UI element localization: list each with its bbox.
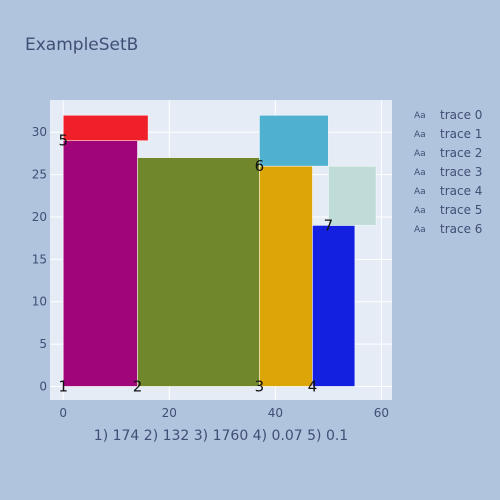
legend-label: trace 3 — [440, 165, 482, 179]
legend-label: trace 1 — [440, 127, 482, 141]
legend-text-symbol-icon: Aa — [414, 187, 426, 197]
legend-label: trace 5 — [440, 203, 482, 217]
bar-7[interactable] — [328, 165, 377, 226]
x-tick-label: 0 — [59, 406, 67, 420]
legend-item[interactable]: Aa trace 6 — [414, 222, 482, 236]
bar-6[interactable] — [259, 115, 329, 167]
legend-text-symbol-icon: Aa — [414, 168, 426, 178]
bar-4[interactable] — [312, 225, 356, 387]
chart-title: ExampleSetB — [25, 35, 138, 55]
legend-item[interactable]: Aa trace 3 — [414, 165, 482, 179]
bar-2[interactable] — [137, 157, 260, 387]
bar-5[interactable] — [63, 115, 149, 141]
legend-label: trace 0 — [440, 108, 482, 122]
y-tick-label: 20 — [32, 210, 47, 224]
y-tick-label: 5 — [39, 337, 47, 351]
bar-label: 1 — [58, 377, 68, 395]
y-tick-label: 0 — [39, 379, 47, 393]
legend-label: trace 4 — [440, 184, 482, 198]
legend-text-symbol-icon: Aa — [414, 206, 426, 216]
legend-text-symbol-icon: Aa — [414, 130, 426, 140]
legend-item[interactable]: Aa trace 5 — [414, 203, 482, 217]
x-tick-label: 40 — [268, 406, 283, 420]
y-tick-label: 15 — [32, 252, 47, 266]
y-tick-label: 10 — [32, 295, 47, 309]
legend-item[interactable]: Aa trace 0 — [414, 108, 482, 122]
legend-label: trace 2 — [440, 146, 482, 160]
legend[interactable]: Aa trace 0 Aa trace 1 Aa trace 2 Aa trace 3 Aa tr… — [414, 108, 482, 236]
legend-item[interactable]: Aa trace 1 — [414, 127, 482, 141]
legend-label: trace 6 — [440, 222, 482, 236]
legend-item[interactable]: Aa trace 2 — [414, 146, 482, 160]
y-tick-label: 30 — [32, 125, 47, 139]
x-tick-label: 60 — [374, 406, 389, 420]
bar-labels: 1 2 3 4 5 6 7 — [58, 132, 333, 396]
bar-3[interactable] — [259, 165, 313, 387]
x-axis-label: 1) 174 2) 132 3) 1760 4) 0.07 5) 0.1 — [94, 428, 348, 444]
bars — [63, 115, 377, 387]
y-tick-label: 25 — [32, 168, 47, 182]
bar-label: 3 — [255, 377, 265, 395]
bar-label: 7 — [324, 216, 334, 234]
bar-label: 5 — [58, 132, 68, 150]
bar-label: 2 — [133, 377, 143, 395]
bar-label: 4 — [308, 377, 318, 395]
x-tick-label: 20 — [162, 406, 177, 420]
legend-text-symbol-icon: Aa — [414, 225, 426, 235]
bar-label: 6 — [255, 157, 265, 175]
legend-text-symbol-icon: Aa — [414, 149, 426, 159]
legend-item[interactable]: Aa trace 4 — [414, 184, 482, 198]
legend-text-symbol-icon: Aa — [414, 111, 426, 121]
bar-1[interactable] — [63, 140, 138, 387]
